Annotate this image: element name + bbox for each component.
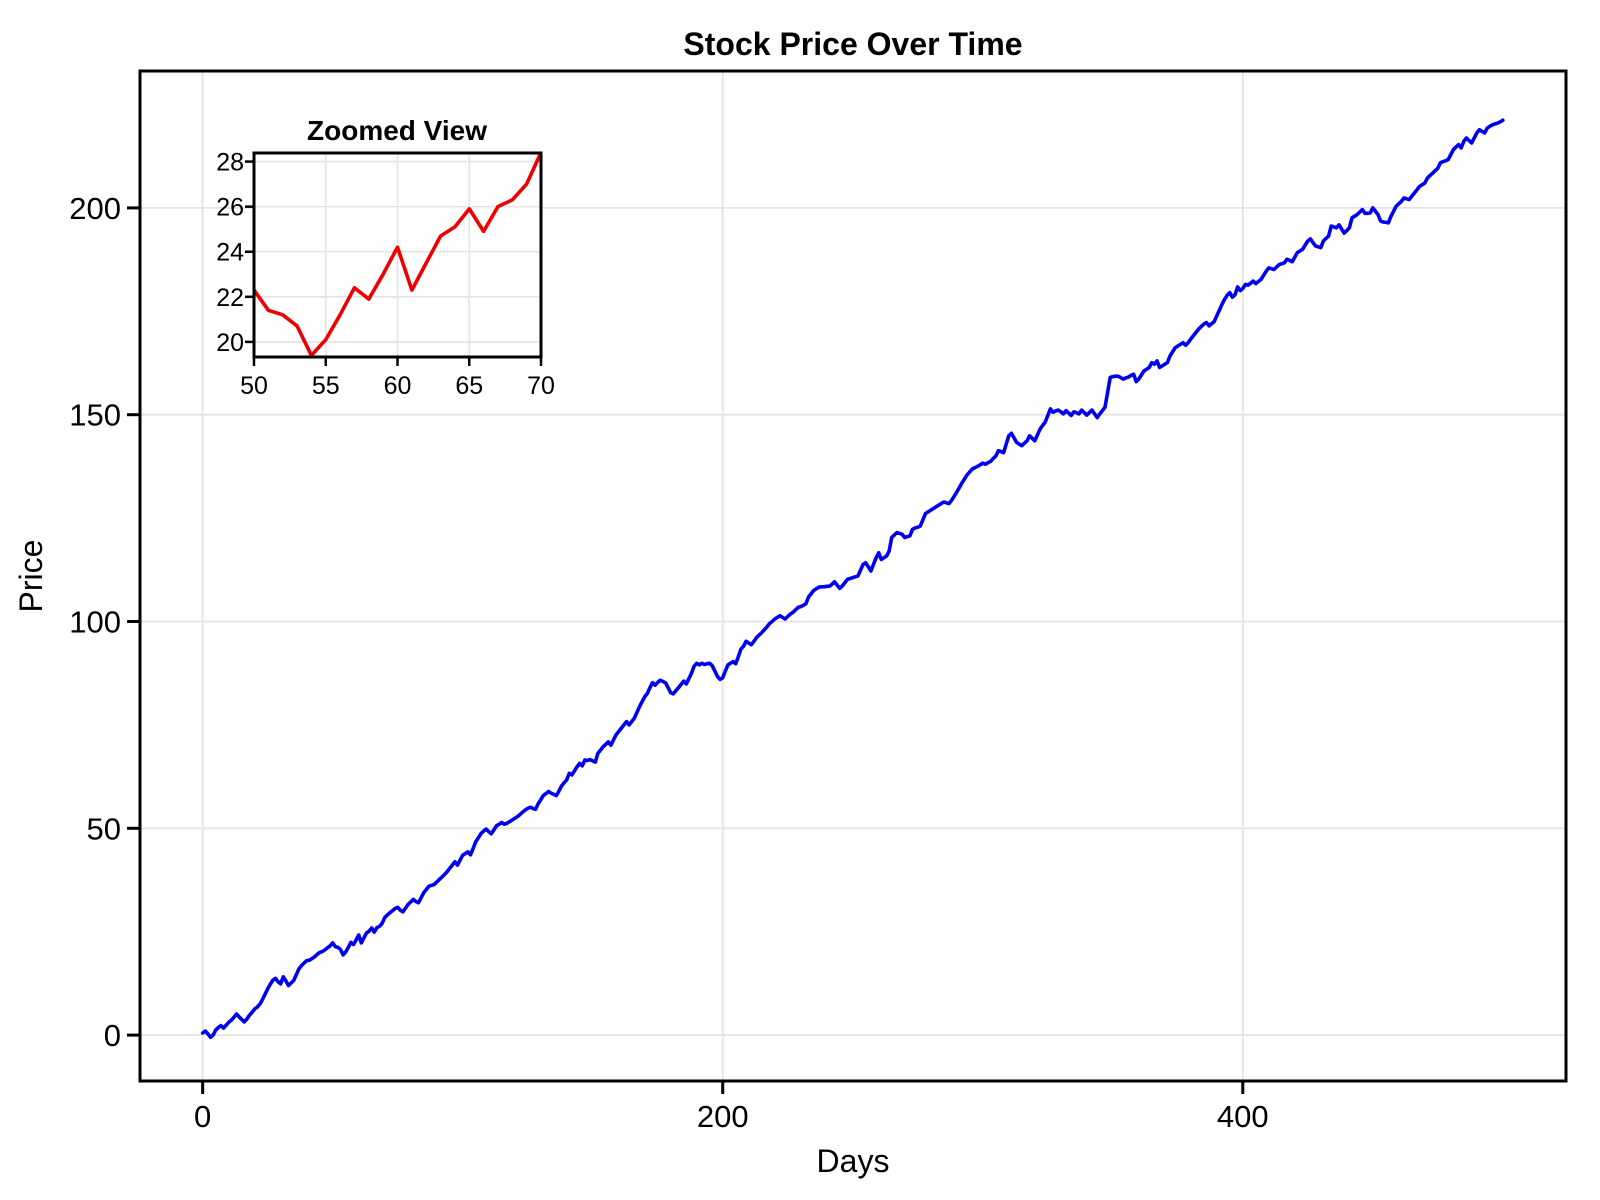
inset-x-tick-label-60: 60 — [384, 372, 412, 400]
x-tick-label-0: 0 — [194, 1099, 211, 1134]
inset-x-tick-label-50: 50 — [240, 372, 268, 400]
inset-y-tick-label-28: 28 — [216, 149, 244, 177]
inset-y-tick-label-22: 22 — [216, 284, 244, 312]
x-axis-label: Days — [817, 1143, 890, 1179]
inset-y-tick-label-24: 24 — [216, 239, 244, 267]
main-plot-border — [138, 69, 1568, 1083]
y-axis-label: Price — [13, 540, 49, 613]
inset-y-tick-label-20: 20 — [216, 329, 244, 357]
inset-chart: 50 55 60 65 70 20 22 24 26 28 Zoomed View — [216, 115, 555, 400]
price-line-series — [200, 118, 1505, 1039]
zoomed-line-series — [254, 153, 541, 357]
y-tick-label-200: 200 — [69, 191, 121, 226]
main-tick-labels: 0 200 400 0 50 100 150 200 — [69, 191, 1268, 1134]
inset-x-tick-label-55: 55 — [312, 372, 340, 400]
y-tick-label-150: 150 — [69, 398, 121, 433]
inset-x-tick-label-65: 65 — [455, 372, 483, 400]
x-tick-label-200: 200 — [697, 1099, 749, 1134]
y-tick-label-50: 50 — [87, 811, 121, 846]
y-tick-label-0: 0 — [104, 1018, 121, 1053]
main-axis-ticks — [127, 206, 1245, 1094]
inset-x-tick-label-70: 70 — [527, 372, 555, 400]
inset-border — [252, 151, 543, 359]
inset-tick-labels: 50 55 60 65 70 20 22 24 26 28 — [216, 149, 555, 400]
inset-title: Zoomed View — [307, 115, 487, 146]
chart-title: Stock Price Over Time — [683, 26, 1022, 62]
x-tick-label-400: 400 — [1217, 1099, 1269, 1134]
y-tick-label-100: 100 — [69, 604, 121, 639]
inset-y-tick-label-26: 26 — [216, 194, 244, 222]
